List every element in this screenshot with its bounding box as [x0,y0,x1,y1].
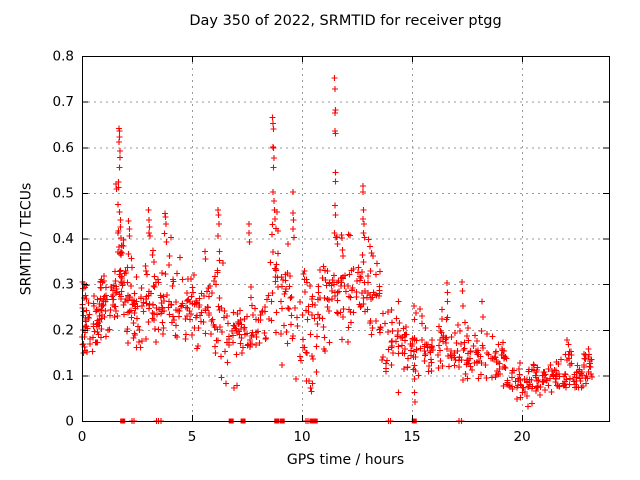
x-tick-label: 15 [403,429,420,445]
y-tick-label: 0.2 [53,322,74,338]
chart-title: Day 350 of 2022, SRMTID for receiver ptg… [189,13,502,29]
y-tick-label: 0.5 [53,185,74,201]
tick-labels: 0 5 10 15 20 0 0.1 0.2 0.3 0.4 0.5 0.6 0.7 0.8 [53,49,531,446]
y-tick-label: 0.6 [53,140,74,156]
y-axis-label-text: SRMTID / TECUs [18,182,35,295]
scatter-points [79,75,595,424]
x-tick-label: 0 [78,429,87,445]
y-tick-label: 0.7 [53,94,74,110]
x-tick-label: 10 [293,429,310,445]
grid-lines [82,56,609,421]
y-tick-label: 0.3 [53,277,74,293]
y-axis-label: SRMTID / TECUs [18,56,35,421]
axes-frame [82,56,610,422]
y-tick-label: 0.1 [53,368,74,384]
x-tick-label: 20 [513,429,530,445]
y-tick-label: 0 [65,414,74,430]
x-tick-label: 5 [188,429,197,445]
x-axis-label: GPS time / hours [286,452,405,468]
y-tick-label: 0.8 [53,49,74,65]
y-tick-label: 0.4 [53,231,74,247]
